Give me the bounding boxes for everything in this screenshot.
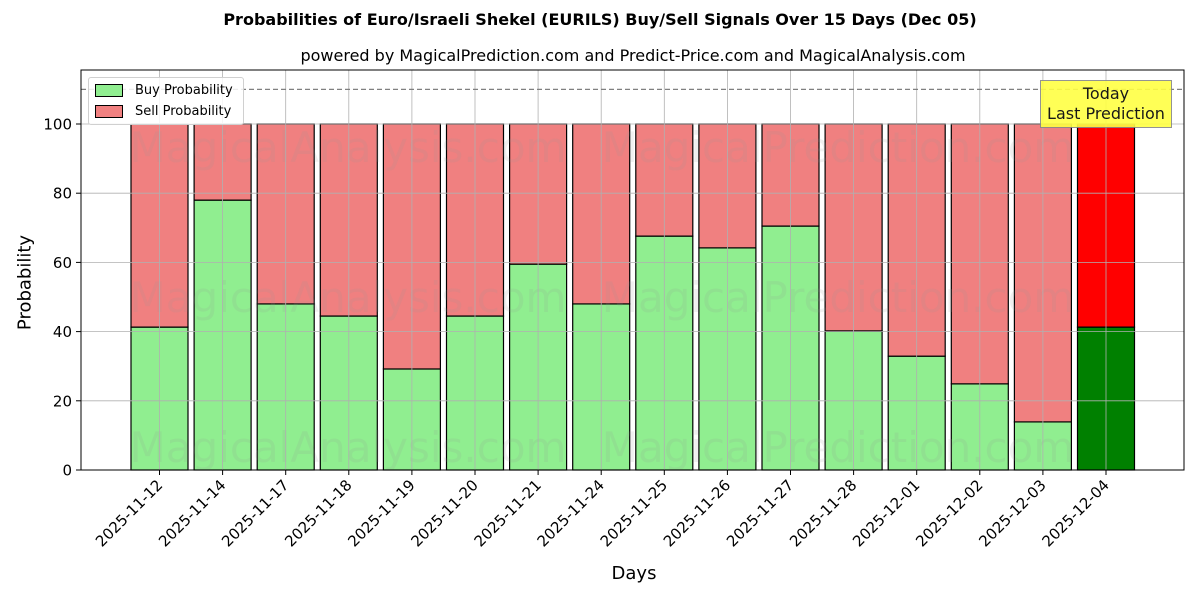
watermark: MagicalAnalysis.com: [130, 273, 567, 322]
y-tick-label: 20: [53, 392, 72, 410]
x-tick-label: 2025-12-01: [849, 476, 923, 550]
x-tick-label: 2025-11-21: [471, 476, 545, 550]
watermark: MagicalPrediction.com: [602, 423, 1075, 472]
plot-frame: [80, 69, 1185, 471]
legend-buy-label: Buy Probability: [135, 83, 233, 98]
x-tick-label: 2025-11-14: [155, 476, 229, 550]
x-tick-label: 2025-11-27: [723, 476, 797, 550]
watermark: MagicalAnalysis.com: [130, 123, 567, 172]
x-axis-label: Days: [611, 563, 657, 584]
x-tick-label: 2025-11-18: [281, 476, 355, 550]
y-tick-label: 40: [53, 323, 72, 341]
x-tick-label: 2025-11-28: [786, 476, 860, 550]
x-tick-label: 2025-11-26: [660, 476, 734, 550]
y-tick-label: 80: [53, 185, 72, 203]
legend-item-buy: Buy Probability: [95, 83, 233, 98]
legend-item-sell: Sell Probability: [95, 104, 231, 119]
x-tick-label: 2025-11-25: [597, 476, 671, 550]
x-tick-label: 2025-12-04: [1038, 476, 1112, 550]
x-tick-label: 2025-12-02: [912, 476, 986, 550]
today-annotation: Today Last Prediction: [1040, 80, 1172, 128]
y-tick-label: 60: [53, 254, 72, 272]
legend-sell-label: Sell Probability: [135, 104, 232, 119]
y-tick-label: 0: [62, 462, 72, 480]
watermark: MagicalAnalysis.com: [130, 423, 567, 472]
chart-subtitle: powered by MagicalPrediction.com and Pre…: [300, 46, 966, 65]
x-tick-label: 2025-11-19: [344, 476, 418, 550]
watermark: MagicalPrediction.com: [602, 273, 1075, 322]
watermark: MagicalPrediction.com: [602, 123, 1075, 172]
x-tick-label: 2025-11-24: [534, 476, 608, 550]
y-axis-label: Probability: [14, 234, 36, 331]
x-tick-label: 2025-11-17: [218, 476, 292, 550]
legend: Buy Probability Sell Probability: [88, 77, 244, 125]
x-tick-label: 2025-11-20: [407, 476, 481, 550]
today-annotation-line2: Last Prediction: [1047, 104, 1165, 123]
x-tick-label: 2025-12-03: [975, 476, 1049, 550]
today-annotation-line1: Today: [1082, 84, 1130, 103]
x-tick-label: 2025-11-12: [92, 476, 166, 550]
chart-title: Probabilities of Euro/Israeli Shekel (EU…: [223, 10, 977, 29]
buy-swatch-icon: [95, 84, 123, 97]
sell-swatch-icon: [95, 105, 123, 118]
y-tick-label: 100: [43, 116, 72, 134]
